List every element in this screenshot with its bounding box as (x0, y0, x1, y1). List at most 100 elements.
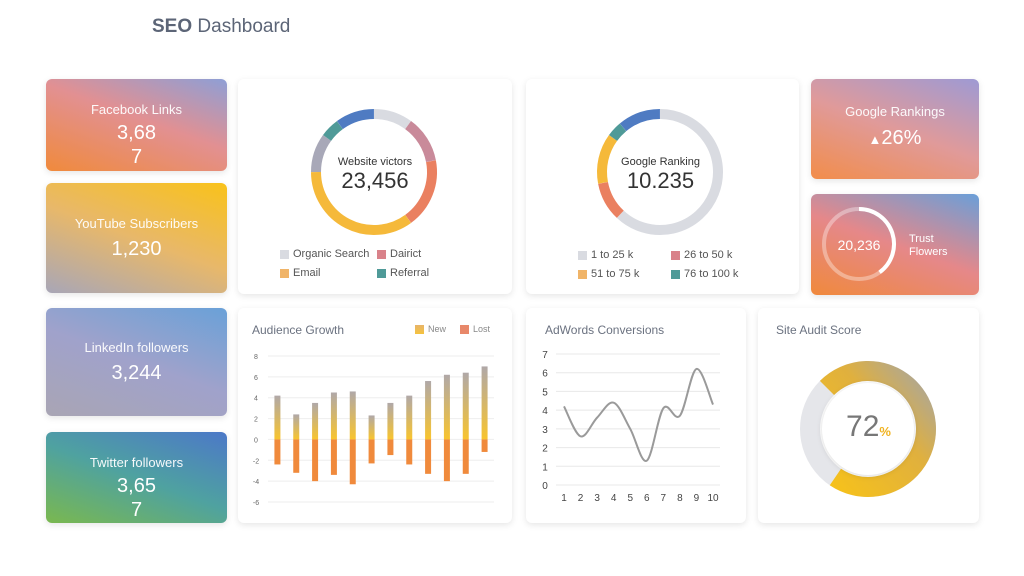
google-ranking-title: Google Ranking (621, 156, 700, 168)
legend-email: Email (280, 267, 321, 279)
linkedin-followers-label: LinkedIn followers (84, 340, 189, 355)
bar-new (349, 391, 356, 440)
facebook-links-label: Facebook Links (90, 102, 183, 117)
google-rankings-value: 26% (881, 127, 922, 149)
adwords-conversions-title: AdWords Conversions (545, 323, 665, 337)
bar-lost (349, 439, 356, 485)
donut-slice-76-to-100-k (609, 123, 627, 141)
bar-new (425, 381, 432, 440)
x-tick-label: 7 (661, 493, 667, 504)
y-tick-label: 8 (254, 354, 258, 361)
website-visitors-value: 23,456 (341, 168, 409, 193)
website-visitors-title: Website victors (337, 156, 413, 168)
youtube-subscribers-card[interactable]: YouTube Subscribers 1,230 (46, 183, 227, 293)
bar-new (330, 392, 337, 440)
site-audit-score-value: 72 (846, 410, 880, 443)
youtube-subscribers-label: YouTube Subscribers (74, 216, 199, 231)
y-tick-label: 4 (254, 396, 258, 403)
bar-lost (368, 439, 375, 464)
bar-new (387, 402, 394, 440)
y-tick-label: 4 (542, 406, 548, 417)
bar-new (406, 395, 413, 440)
audience-growth-chart: 8 6 4 2 0 -2 -4 -6 (253, 354, 494, 507)
bar-new (368, 415, 375, 440)
google-ranking-donut (597, 109, 723, 235)
page-title: SEO Dashboard (152, 16, 291, 37)
conversions-line (563, 367, 714, 462)
twitter-followers-value-line1: 3,65 (117, 475, 156, 497)
legend-swatch (671, 250, 680, 260)
trust-flowers-label-line2: Flowers (909, 246, 948, 258)
twitter-followers-card[interactable]: Twitter followers 3,65 7 (46, 432, 227, 523)
bar-lost (274, 439, 281, 465)
trust-flowers-label: Trust Flowers (909, 233, 948, 259)
legend-dairict: Dairict (377, 248, 421, 260)
legend-swatch (578, 250, 587, 260)
website-visitors-card: Website victors 23,456 Organic Search Da… (238, 79, 512, 294)
legend-swatch (460, 324, 469, 334)
donut-slice-1-to-25-k (616, 109, 723, 235)
bar-lost (425, 439, 432, 474)
trust-flowers-value: 20,236 (837, 237, 881, 253)
audience-growth-title: Audience Growth (252, 323, 345, 337)
audit-ring-score (819, 361, 936, 497)
x-tick-label: 6 (644, 493, 650, 504)
donut-slice-referral (323, 121, 343, 141)
google-rankings-card[interactable]: Google Rankings ▲26% (811, 79, 979, 179)
bar-lost (312, 439, 319, 482)
legend-swatch (377, 268, 386, 278)
google-ranking-card: Google Ranking 10.235 1 to 25 k 26 to 50… (526, 79, 799, 294)
legend-lost: Lost (460, 324, 490, 334)
legend-organic-search: Organic Search (280, 248, 369, 260)
y-tick-label: 0 (542, 481, 548, 492)
site-audit-score-unit: % (879, 424, 891, 439)
trust-flowers-card[interactable]: 20,236 Trust Flowers (811, 194, 979, 295)
bar-new (312, 402, 319, 440)
y-tick-label: 2 (542, 444, 548, 455)
legend-76-to-100k: 76 to 100 k (671, 268, 738, 280)
legend-26-to-50k: 26 to 50 k (671, 249, 732, 261)
legend-swatch (280, 268, 289, 278)
trust-flowers-ring (822, 207, 896, 281)
bar-lost (462, 439, 469, 474)
donut-slice-51-to-75-k (597, 135, 618, 184)
y-tick-label: -6 (253, 500, 259, 507)
legend-swatch (377, 249, 386, 259)
website-visitors-donut (311, 109, 437, 235)
bar-lost (330, 439, 337, 475)
donut-slice-email (311, 135, 332, 173)
bar-lost (406, 439, 413, 465)
bar-lost (443, 439, 450, 482)
x-tick-label: 8 (677, 493, 683, 504)
donut-slice-organic-search (373, 109, 411, 130)
youtube-subscribers-value: 1,230 (111, 238, 162, 260)
donut-slice-26-to-50-k (598, 181, 624, 218)
twitter-followers-label: Twitter followers (89, 455, 184, 470)
y-tick-label: 6 (542, 369, 548, 380)
google-ranking-value: 10.235 (626, 168, 695, 193)
trust-ring-progress (858, 207, 896, 274)
legend-swatch (415, 324, 424, 334)
bar-new (462, 372, 469, 440)
triangle-up-icon: ▲ (868, 132, 882, 147)
legend-51-to-75k: 51 to 75 k (578, 268, 639, 280)
site-audit-score-ring (800, 361, 936, 497)
bar-new (443, 374, 450, 440)
x-tick-label: 9 (694, 493, 700, 504)
x-tick-label: 5 (627, 493, 633, 504)
trust-flowers-label-line1: Trust (909, 233, 934, 245)
facebook-links-value-line1: 3,68 (117, 122, 156, 144)
y-tick-label: 1 (542, 462, 548, 473)
y-tick-label: 7 (542, 350, 548, 361)
legend-1-to-25k: 1 to 25 k (578, 249, 633, 261)
facebook-links-card[interactable]: Facebook Links 3,68 7 (46, 79, 227, 171)
site-audit-score-value-row: 72% (758, 410, 979, 444)
y-tick-label: 0 (254, 437, 258, 444)
linkedin-followers-card[interactable]: LinkedIn followers 3,244 (46, 308, 227, 416)
google-rankings-label: Google Rankings (845, 104, 945, 119)
x-tick-label: 10 (707, 493, 719, 504)
site-audit-score-title: Site Audit Score (776, 323, 862, 337)
x-tick-label: 3 (594, 493, 600, 504)
google-rankings-value-row: ▲26% (811, 127, 979, 150)
